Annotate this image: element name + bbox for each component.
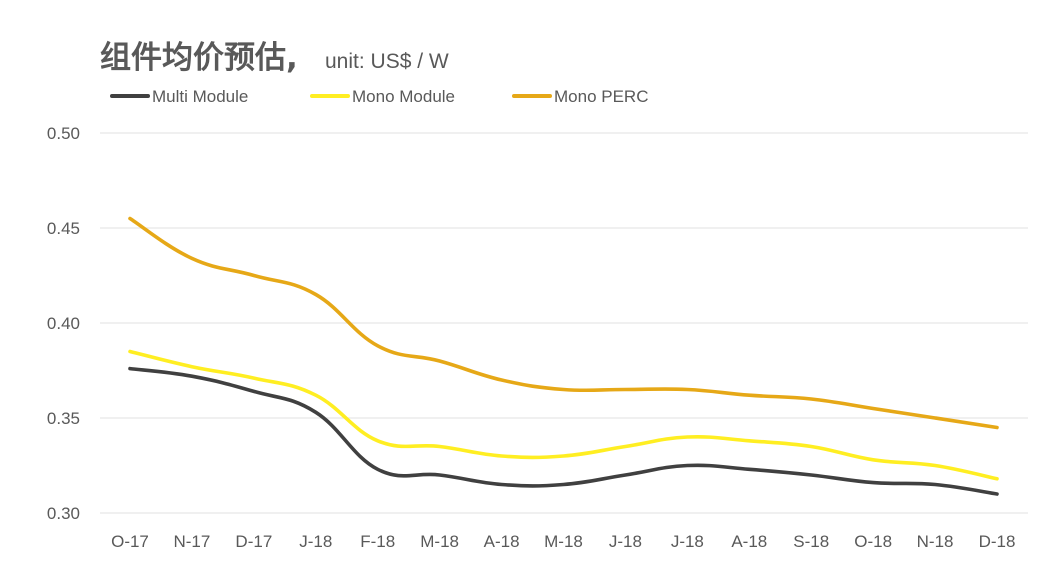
data-point-mono-perc-14 [995,426,999,430]
series-line-mono-perc [128,216,999,430]
legend-label-mono-module: Mono Module [352,87,455,106]
data-point-mono-perc-9 [685,388,689,392]
data-point-mono-perc-11 [809,397,813,401]
series-line-mono-module [128,349,999,481]
data-point-multi-module-1 [190,374,194,378]
data-point-multi-module-6 [500,483,504,487]
data-point-mono-perc-13 [933,416,937,420]
x-tick-label-7: M-18 [544,532,583,551]
data-point-mono-perc-0 [128,217,132,221]
data-point-multi-module-5 [438,473,442,477]
x-tick-label-10: A-18 [731,532,767,551]
data-point-mono-perc-2 [252,274,256,278]
chart-title: 组件均价预估, [100,40,298,76]
data-point-multi-module-7 [562,483,566,487]
data-point-mono-perc-5 [438,359,442,363]
grid [100,132,1028,514]
x-tick-label-1: N-17 [173,532,210,551]
data-point-mono-module-0 [128,350,132,354]
y-tick-label-3: 0.45 [47,219,80,238]
x-tick-label-14: D-18 [979,532,1016,551]
x-tick-label-4: F-18 [360,532,395,551]
data-point-multi-module-9 [685,464,689,468]
x-tick-label-9: J-18 [671,532,704,551]
x-tick-label-0: O-17 [111,532,149,551]
legend-label-mono-perc: Mono PERC [554,87,648,106]
data-point-mono-module-6 [500,454,504,458]
data-point-mono-module-1 [190,365,194,369]
y-tick-label-4: 0.50 [47,124,80,143]
data-point-multi-module-2 [252,389,256,393]
data-point-mono-module-5 [438,445,442,449]
x-tick-label-6: A-18 [484,532,520,551]
data-point-mono-perc-7 [562,388,566,392]
x-tick-label-8: J-18 [609,532,642,551]
data-point-mono-perc-10 [747,393,751,397]
data-point-mono-perc-3 [314,293,318,297]
data-point-multi-module-0 [128,367,132,371]
data-point-multi-module-11 [809,473,813,477]
series-line-multi-module [128,366,999,496]
chart-subtitle: unit: US$ / W [325,50,449,73]
x-tick-label-5: M-18 [420,532,459,551]
data-point-mono-perc-6 [500,378,504,382]
data-point-mono-module-9 [685,435,689,439]
data-point-mono-module-4 [376,439,380,443]
data-point-multi-module-10 [747,467,751,471]
x-tick-label-13: N-18 [917,532,954,551]
y-axis: 0.30 0.35 0.40 0.45 0.50 [47,124,80,523]
legend: Multi Module Mono Module Mono PERC [110,87,648,106]
x-tick-label-3: J-18 [299,532,332,551]
data-point-mono-module-13 [933,464,937,468]
data-point-mono-module-14 [995,477,999,481]
data-point-multi-module-14 [995,492,999,496]
x-tick-label-11: S-18 [793,532,829,551]
data-point-mono-perc-12 [871,407,875,411]
y-tick-label-2: 0.40 [47,314,80,333]
data-point-mono-perc-4 [376,344,380,348]
data-point-mono-module-7 [562,454,566,458]
data-point-mono-module-12 [871,458,875,462]
x-tick-label-2: D-17 [235,532,272,551]
data-point-multi-module-8 [623,473,627,477]
data-point-mono-module-8 [623,445,627,449]
data-point-mono-perc-8 [623,388,627,392]
data-point-mono-module-11 [809,445,813,449]
data-point-multi-module-3 [314,410,318,414]
y-tick-label-1: 0.35 [47,409,80,428]
data-point-mono-module-2 [252,376,256,380]
data-point-multi-module-13 [933,483,937,487]
y-tick-label-0: 0.30 [47,504,80,523]
legend-label-multi-module: Multi Module [152,87,248,106]
data-point-mono-module-10 [747,439,751,443]
x-axis: O-17 N-17 D-17 J-18 F-18 M-18 A-18 M-18 J-18 J-18… [111,532,1015,551]
data-point-multi-module-4 [376,467,380,471]
data-point-multi-module-12 [871,481,875,485]
data-point-mono-perc-1 [190,256,194,260]
x-tick-label-12: O-18 [854,532,892,551]
series-group [128,216,999,496]
data-point-mono-module-3 [314,393,318,397]
